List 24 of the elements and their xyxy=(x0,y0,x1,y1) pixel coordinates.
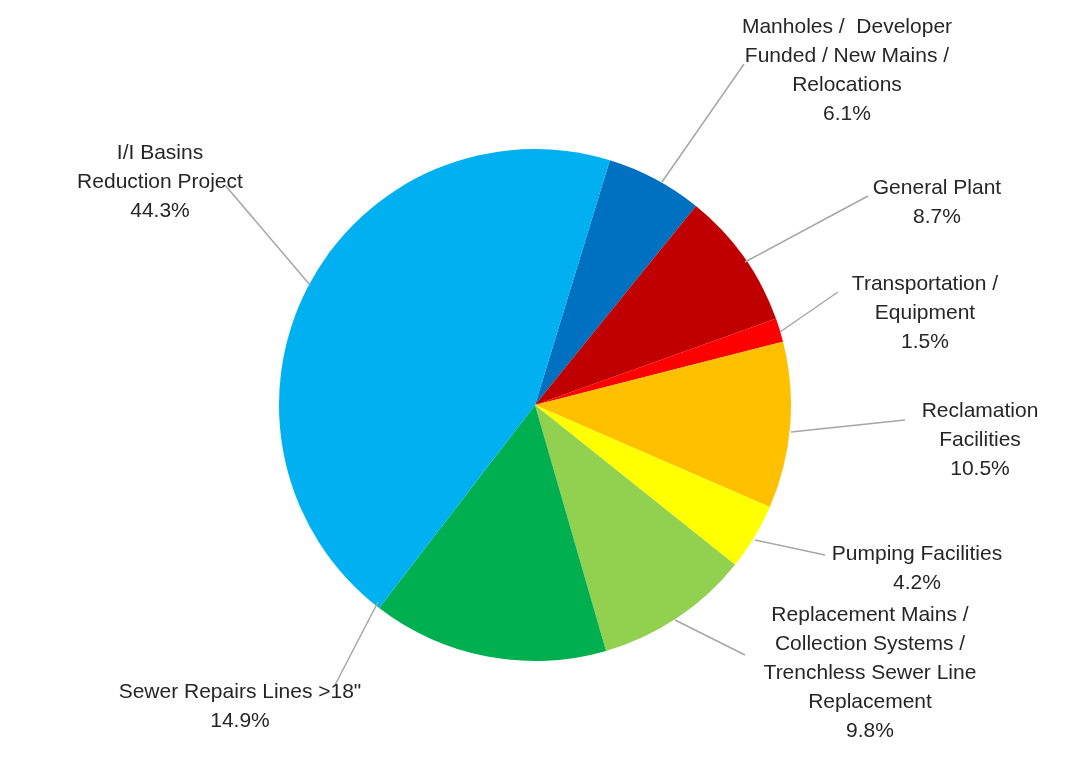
pie-slice xyxy=(535,205,776,405)
data-label: 44.3% xyxy=(130,198,190,221)
slice-label: Transportation / Equipment xyxy=(851,271,999,323)
data-label: 1.5% xyxy=(901,329,949,352)
pie-slice xyxy=(535,405,770,565)
slice-label: General Plant xyxy=(872,175,1002,198)
pie-slice xyxy=(535,405,736,651)
data-label: 10.5% xyxy=(950,456,1010,479)
pie-slice xyxy=(535,341,791,507)
data-label: 8.7% xyxy=(913,204,961,227)
pie-slice xyxy=(535,160,696,405)
slice-label: Sewer Repairs Lines >18" xyxy=(118,679,362,702)
slice-label: Pumping Facilities xyxy=(831,541,1003,564)
data-label: 6.1% xyxy=(823,101,871,124)
pie-slice xyxy=(279,149,610,609)
slice-label: Manholes / Developer Funded / New Mains / Relocations xyxy=(741,14,953,95)
slice-label: Reclamation Facilities xyxy=(921,398,1039,450)
data-label: 4.2% xyxy=(893,570,941,593)
slice-label: I/I Basins Reduction Project xyxy=(77,140,244,192)
pie-slice xyxy=(535,318,784,405)
data-label: 14.9% xyxy=(210,708,270,731)
slice-label: Replacement Mains / Collection Systems / Trenchless Sewer Line Replacement xyxy=(763,602,977,712)
data-label: 9.8% xyxy=(846,718,894,741)
pie-slice xyxy=(379,405,607,661)
